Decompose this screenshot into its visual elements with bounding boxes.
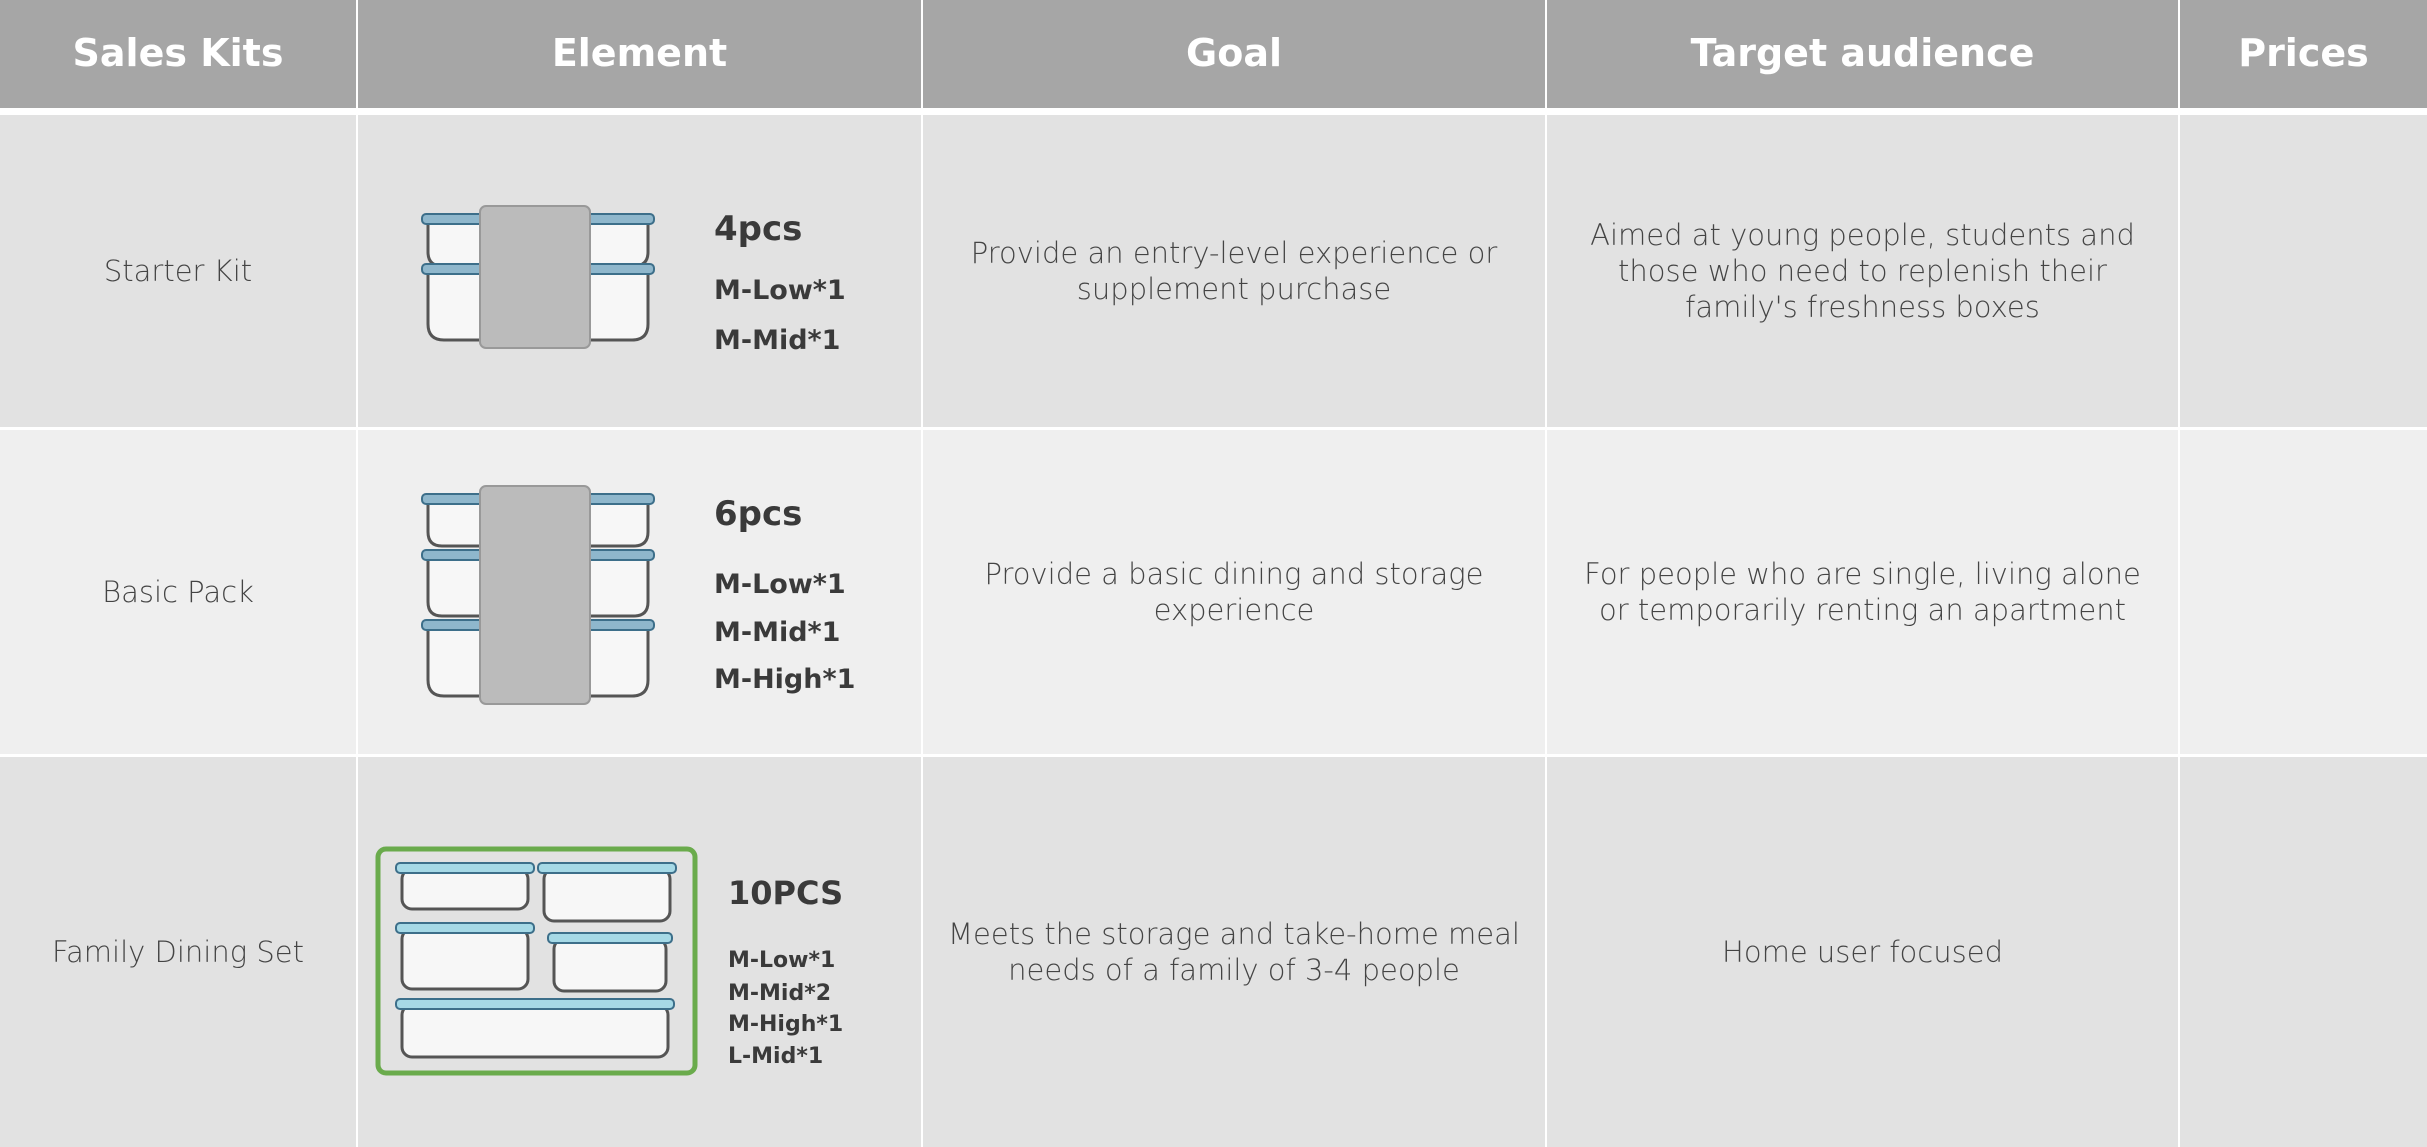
kit-cell: Basic Pack xyxy=(0,430,356,754)
element-item: M-Low*1 xyxy=(714,274,846,306)
element-item: M-Mid*2 xyxy=(728,980,832,1006)
element-count: 6pcs xyxy=(714,493,803,534)
element-item: M-High*1 xyxy=(728,1011,844,1037)
kit-cell: Family Dining Set xyxy=(0,757,356,1147)
header-cell: Element xyxy=(358,0,921,108)
goal-cell: Provide an entry-level experience or sup… xyxy=(923,115,1545,427)
audience-cell: Home user focused xyxy=(1547,757,2178,1147)
element-item: L-Mid*1 xyxy=(728,1043,824,1069)
element-count: 10PCS xyxy=(728,873,844,912)
cell xyxy=(2180,757,2427,1147)
element-item: M-Mid*1 xyxy=(714,616,841,648)
kit-cell: Starter Kit xyxy=(0,115,356,427)
cell xyxy=(2180,115,2427,427)
element-item: M-Low*1 xyxy=(714,568,846,600)
element-item: M-Mid*1 xyxy=(714,324,841,356)
element-item: M-High*1 xyxy=(714,663,856,695)
product-image xyxy=(375,846,698,1076)
cell xyxy=(2180,430,2427,754)
header-cell: Goal xyxy=(923,0,1545,108)
audience-cell: Aimed at young people, students and thos… xyxy=(1547,115,2178,427)
product-image xyxy=(421,485,655,705)
element-item: M-Low*1 xyxy=(728,947,836,973)
goal-cell: Provide a basic dining and storage exper… xyxy=(923,430,1545,754)
header-cell: Target audience xyxy=(1547,0,2178,108)
goal-cell: Meets the storage and take-home meal nee… xyxy=(923,757,1545,1147)
header-cell: Sales Kits xyxy=(0,0,356,108)
header-cell: Prices xyxy=(2180,0,2427,108)
element-count: 4pcs xyxy=(714,208,803,249)
audience-cell: For people who are single, living alone … xyxy=(1547,430,2178,754)
product-image xyxy=(421,205,655,349)
